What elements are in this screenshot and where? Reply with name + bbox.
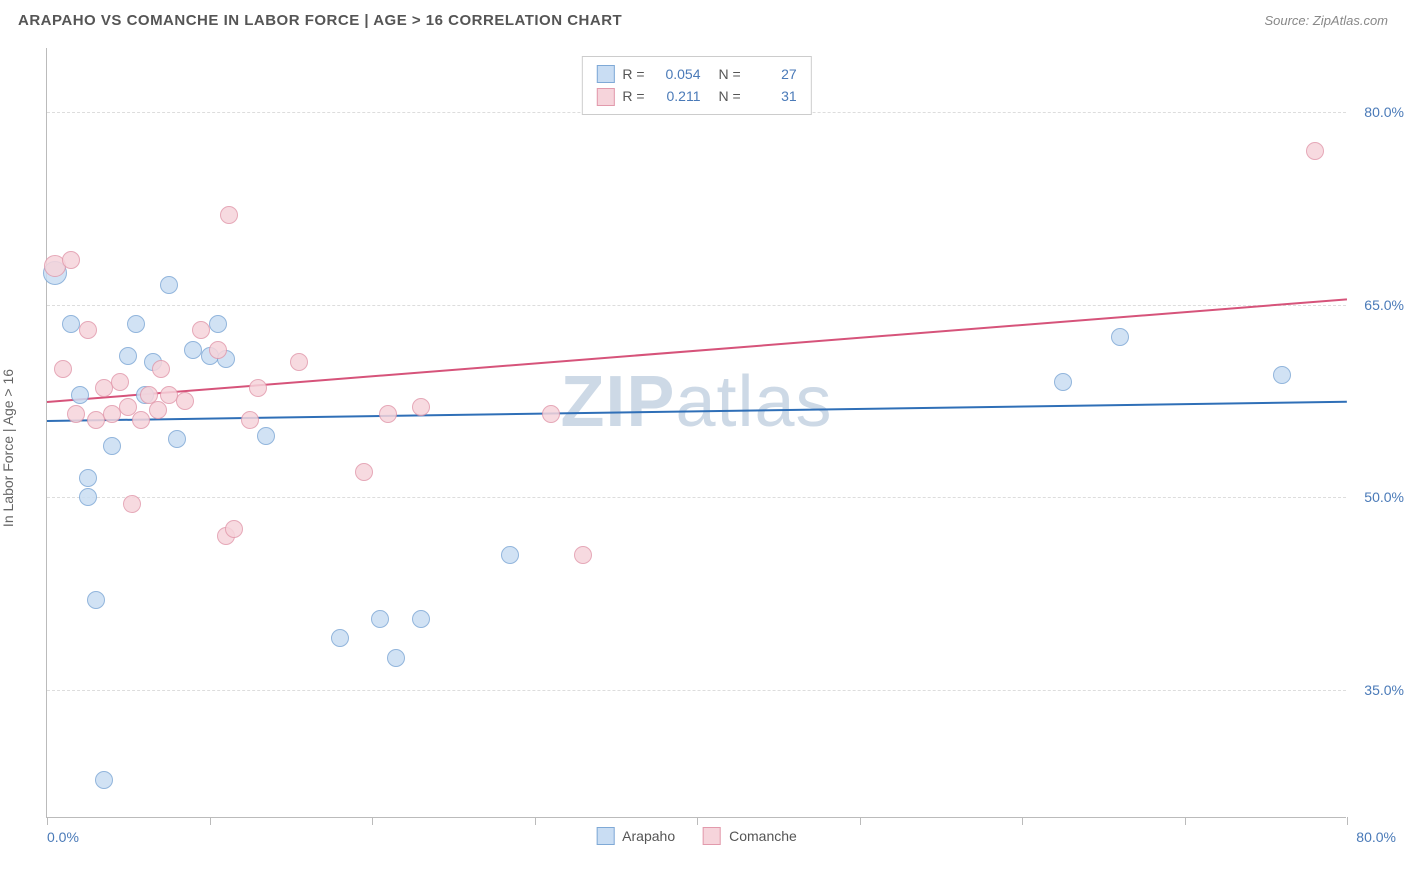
trend-line xyxy=(47,298,1347,403)
data-point xyxy=(160,276,178,294)
stats-legend: R = 0.054 N = 27 R = 0.211 N = 31 xyxy=(581,56,811,115)
legend-label: Comanche xyxy=(729,828,797,844)
legend-label: Arapaho xyxy=(622,828,675,844)
data-point xyxy=(241,411,259,429)
x-tick xyxy=(1185,817,1186,825)
source-label: Source: ZipAtlas.com xyxy=(1264,13,1388,28)
gridline xyxy=(47,690,1346,691)
legend-swatch xyxy=(596,65,614,83)
legend-swatch xyxy=(596,827,614,845)
data-point xyxy=(1273,366,1291,384)
legend-swatch xyxy=(703,827,721,845)
watermark-light: atlas xyxy=(675,362,832,442)
stats-row: R = 0.211 N = 31 xyxy=(596,85,796,107)
data-point xyxy=(123,495,141,513)
data-point xyxy=(574,546,592,564)
data-point xyxy=(103,437,121,455)
y-tick-label: 80.0% xyxy=(1364,104,1404,120)
data-point xyxy=(87,591,105,609)
data-point xyxy=(71,386,89,404)
data-point xyxy=(79,469,97,487)
data-point xyxy=(209,341,227,359)
data-point xyxy=(1306,142,1324,160)
data-point xyxy=(192,321,210,339)
data-point xyxy=(67,405,85,423)
y-axis-label: In Labor Force | Age > 16 xyxy=(0,369,16,527)
data-point xyxy=(290,353,308,371)
data-point xyxy=(220,206,238,224)
legend-swatch xyxy=(596,88,614,106)
chart-title: ARAPAHO VS COMANCHE IN LABOR FORCE | AGE… xyxy=(18,12,622,29)
data-point xyxy=(412,610,430,628)
data-point xyxy=(111,373,129,391)
x-tick xyxy=(210,817,211,825)
gridline xyxy=(47,497,1346,498)
data-point xyxy=(412,398,430,416)
r-value: 0.054 xyxy=(653,63,701,85)
data-point xyxy=(1111,328,1129,346)
series-legend: Arapaho Comanche xyxy=(596,827,797,845)
data-point xyxy=(149,401,167,419)
r-value: 0.211 xyxy=(653,85,701,107)
data-point xyxy=(371,610,389,628)
chart-container: In Labor Force | Age > 16 ZIPatlas R =0.… xyxy=(18,48,1388,848)
data-point xyxy=(387,649,405,667)
n-value: 31 xyxy=(749,85,797,107)
data-point xyxy=(127,315,145,333)
data-point xyxy=(79,488,97,506)
data-point xyxy=(249,379,267,397)
x-tick xyxy=(535,817,536,825)
data-point xyxy=(542,405,560,423)
x-tick xyxy=(1022,817,1023,825)
stats-row: R = 0.054 N = 27 xyxy=(596,63,796,85)
chart-header: ARAPAHO VS COMANCHE IN LABOR FORCE | AGE… xyxy=(0,0,1406,37)
y-tick-label: 65.0% xyxy=(1364,297,1404,313)
x-min-label: 0.0% xyxy=(47,829,79,845)
r-label: R = xyxy=(622,63,644,85)
n-value: 27 xyxy=(749,63,797,85)
x-tick xyxy=(47,817,48,825)
data-point xyxy=(257,427,275,445)
data-point xyxy=(379,405,397,423)
data-point xyxy=(62,251,80,269)
data-point xyxy=(209,315,227,333)
data-point xyxy=(54,360,72,378)
n-label: N = xyxy=(719,85,741,107)
data-point xyxy=(176,392,194,410)
y-tick-label: 50.0% xyxy=(1364,489,1404,505)
n-label: N = xyxy=(719,63,741,85)
legend-item: Arapaho xyxy=(596,827,675,845)
x-tick xyxy=(1347,817,1348,825)
data-point xyxy=(119,347,137,365)
legend-item: Comanche xyxy=(703,827,797,845)
data-point xyxy=(1054,373,1072,391)
watermark: ZIPatlas xyxy=(560,361,832,443)
plot-area: ZIPatlas R =0.054N =27R =0.211N =31 0.0%… xyxy=(46,48,1346,818)
x-tick xyxy=(697,817,698,825)
r-label: R = xyxy=(622,85,644,107)
data-point xyxy=(168,430,186,448)
data-point xyxy=(355,463,373,481)
watermark-bold: ZIP xyxy=(560,362,675,442)
data-point xyxy=(95,771,113,789)
gridline xyxy=(47,305,1346,306)
data-point xyxy=(132,411,150,429)
data-point xyxy=(501,546,519,564)
x-max-label: 80.0% xyxy=(1356,829,1396,845)
y-tick-label: 35.0% xyxy=(1364,682,1404,698)
x-tick xyxy=(860,817,861,825)
x-tick xyxy=(372,817,373,825)
data-point xyxy=(79,321,97,339)
data-point xyxy=(225,520,243,538)
data-point xyxy=(331,629,349,647)
data-point xyxy=(152,360,170,378)
